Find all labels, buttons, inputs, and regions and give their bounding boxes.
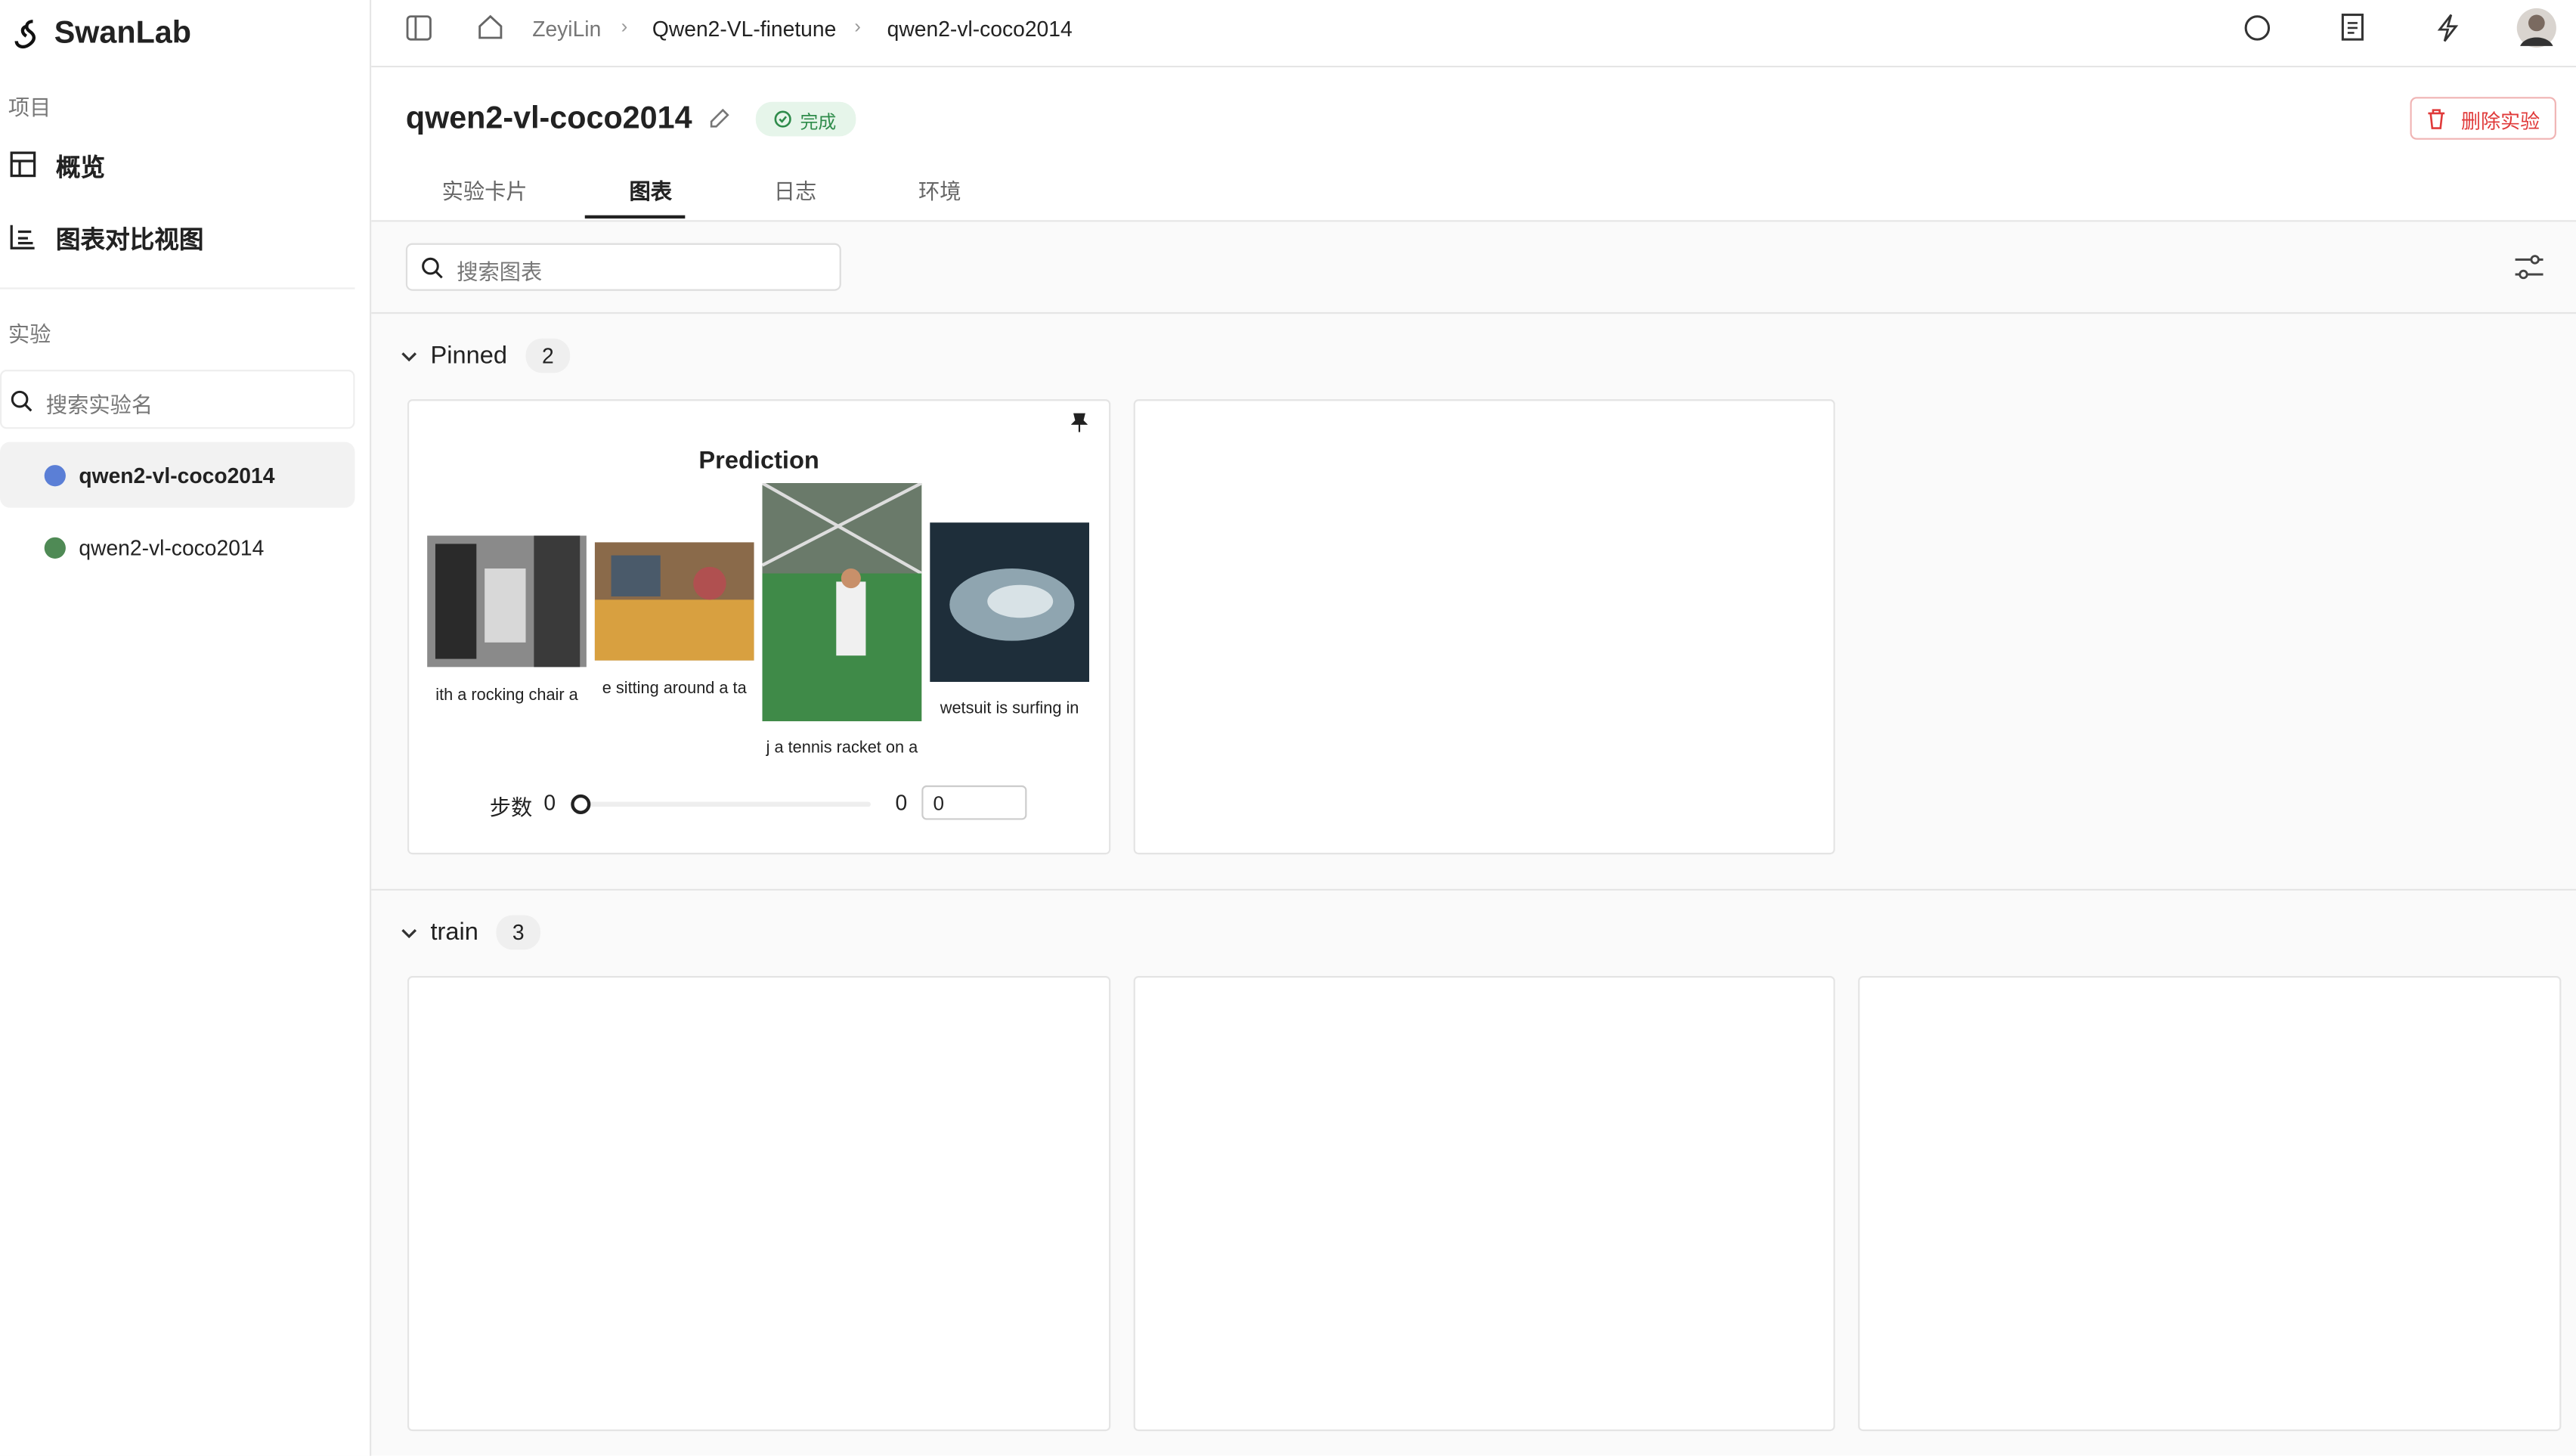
collapse-icon[interactable] <box>399 923 419 943</box>
chart-card: train/learning_rate02.25e-54.5e-56.75e-5… <box>1133 976 1835 1432</box>
sidebar: SwanLab 项目 概览 图表对比视图 实验 搜索实验名 qwen2-vl-c… <box>0 0 372 1456</box>
status-badge: 完成 <box>755 101 856 137</box>
step-max: 0 <box>895 790 908 816</box>
experiment-title: qwen2-vl-coco2014 <box>405 101 692 137</box>
logo-icon <box>14 20 36 49</box>
experiment-search[interactable]: 搜索实验名 <box>0 370 355 429</box>
edit-icon[interactable] <box>708 107 731 129</box>
nav-item[interactable]: 图表对比视图 <box>55 226 204 255</box>
divider <box>371 888 2576 891</box>
breadcrumb[interactable]: Qwen2-VL-finetune <box>652 16 837 42</box>
settings-icon[interactable] <box>2513 252 2544 283</box>
chart-search[interactable]: 搜索图表 <box>405 243 841 291</box>
collapse-icon[interactable] <box>399 347 419 367</box>
experiment-color <box>44 465 66 487</box>
sidebar-toggle[interactable] <box>406 15 432 42</box>
slider-track[interactable] <box>573 801 871 807</box>
tab[interactable]: 实验卡片 <box>441 178 528 204</box>
pin-icon[interactable] <box>1071 413 1088 432</box>
media-card: Prediction ith a rocking chair a e sitti… <box>407 399 1111 855</box>
step-min: 0 <box>543 790 556 816</box>
status-text: 完成 <box>800 113 837 134</box>
header <box>371 67 2576 222</box>
section-label: 实验 <box>8 322 51 347</box>
trash-icon <box>2428 109 2445 129</box>
delete-label: 删除实验 <box>2460 110 2540 134</box>
group-name[interactable]: Pinned <box>430 342 507 370</box>
image[interactable] <box>594 542 754 661</box>
search-icon <box>11 390 33 412</box>
image-caption: e sitting around a ta <box>602 680 747 699</box>
search-placeholder: 搜索图表 <box>457 259 543 285</box>
docs-icon[interactable] <box>2339 13 2366 42</box>
flash-icon[interactable] <box>2435 13 2461 42</box>
image-caption: j a tennis racket on a <box>766 739 918 757</box>
step-input[interactable]: 0 <box>921 785 1027 820</box>
delete-button[interactable]: 删除实验 <box>2410 97 2556 140</box>
step-label: 步数 <box>489 795 533 820</box>
tab[interactable]: 日志 <box>773 178 817 204</box>
panel-title: Prediction <box>698 447 819 476</box>
overview-icon <box>10 151 36 178</box>
tab[interactable]: 环境 <box>918 178 961 204</box>
chart-card: train/loss1.622.42.83.2103560Step <box>1133 399 1835 855</box>
compare-icon <box>10 225 35 249</box>
chart-card: train/grad_norm1.41.722.32.6103560Step <box>407 976 1111 1432</box>
search-placeholder: 搜索实验名 <box>45 392 153 418</box>
image[interactable] <box>762 483 922 722</box>
chart-card: train/epoch0.20.651.11.5521025405570Step <box>1858 976 2562 1432</box>
image[interactable] <box>930 522 1090 682</box>
top-bar <box>371 0 2576 68</box>
image-caption: wetsuit is surfing in <box>940 699 1079 718</box>
experiment-name[interactable]: qwen2-vl-coco2014 <box>79 535 265 561</box>
tab-indicator <box>584 215 686 219</box>
breadcrumb[interactable]: qwen2-vl-coco2014 <box>887 16 1073 42</box>
section-label: 项目 <box>8 95 51 120</box>
avatar[interactable] <box>2516 7 2559 50</box>
group-count: 2 <box>525 338 571 373</box>
home-icon[interactable] <box>476 13 504 41</box>
divider <box>371 311 2576 314</box>
search-icon <box>422 257 443 279</box>
breadcrumb[interactable]: ZeyiLin <box>532 16 602 42</box>
github-icon[interactable] <box>2243 13 2272 42</box>
group-count: 3 <box>496 915 541 950</box>
brand: SwanLab <box>54 16 192 51</box>
status-icon <box>774 110 791 128</box>
image[interactable] <box>427 535 587 668</box>
separator: › <box>621 14 628 38</box>
nav-item[interactable]: 概览 <box>55 154 106 183</box>
image-caption: ith a rocking chair a <box>435 686 578 705</box>
experiment-color <box>44 537 66 559</box>
divider <box>0 287 355 290</box>
slider-handle[interactable] <box>570 794 591 815</box>
experiment-name[interactable]: qwen2-vl-coco2014 <box>79 463 275 488</box>
tab[interactable]: 图表 <box>629 178 672 204</box>
group-name[interactable]: train <box>430 918 478 946</box>
separator: › <box>854 14 861 38</box>
